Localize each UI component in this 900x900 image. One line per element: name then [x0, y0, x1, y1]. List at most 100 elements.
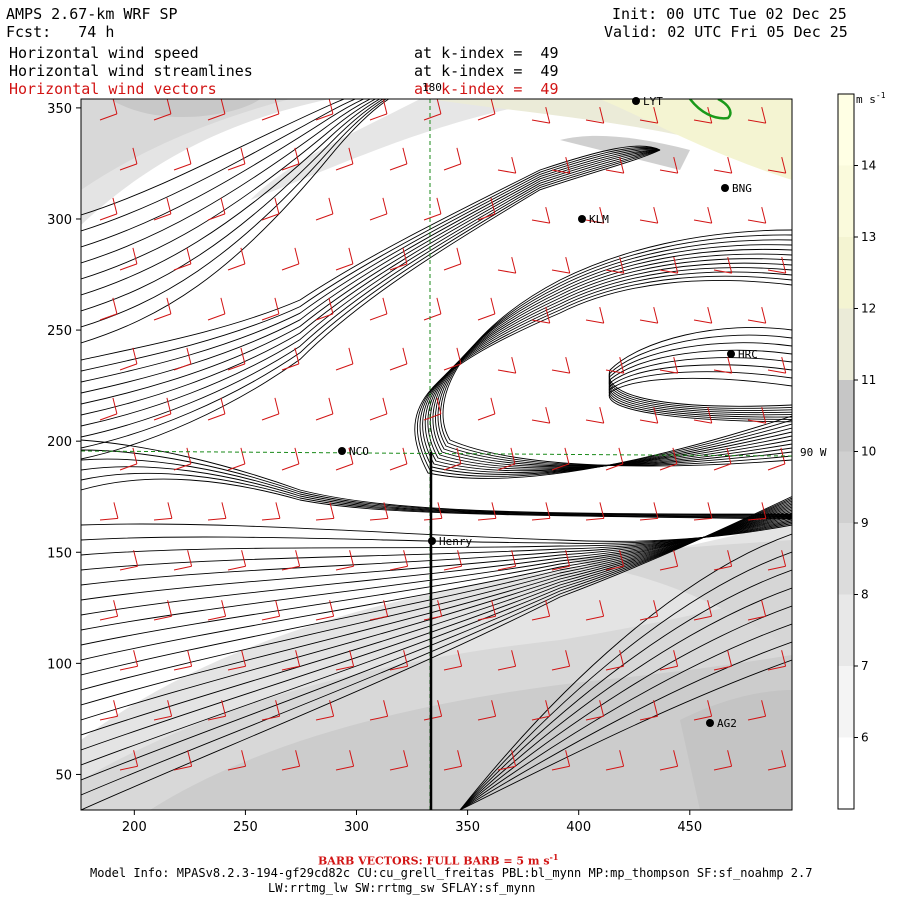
wind-barb-flag — [328, 197, 334, 214]
wind-barb-flag — [241, 550, 247, 567]
wind-barb-shaft — [335, 363, 354, 371]
y-tick-label: 150 — [47, 546, 72, 561]
wind-barb-flag — [274, 99, 280, 114]
wind-barb-flag — [673, 750, 679, 767]
wind-barb-shaft — [477, 517, 496, 521]
colorbar-tick-label: 7 — [861, 659, 869, 673]
streamline — [608, 364, 792, 418]
wind-barb-flag — [295, 750, 301, 767]
wind-barb-flag — [133, 750, 139, 767]
streamline — [81, 472, 792, 519]
wind-barb-flag — [456, 447, 462, 464]
wind-barb-flag — [328, 397, 334, 414]
wind-barb-shaft — [713, 463, 732, 471]
streamline — [414, 280, 792, 479]
wind-barb-shaft — [335, 163, 354, 171]
station-label: LYT — [643, 95, 663, 108]
y-axis: 50 100 150 200 250 300 350 — [47, 102, 81, 783]
streamline — [81, 145, 661, 361]
colorbar-swatch — [838, 594, 854, 666]
wind-barb-flag — [402, 447, 408, 464]
wind-barb-flag — [328, 297, 334, 314]
wind-barb-flag — [672, 447, 678, 464]
wind-barb-flag — [511, 357, 517, 374]
wind-barb-shaft — [693, 615, 712, 621]
wind-barb-flag — [329, 700, 335, 717]
field-level-wind-speed: at k-index = 49 — [414, 44, 559, 62]
streamline — [608, 326, 792, 407]
wind-barb-shaft — [605, 765, 624, 771]
streamline — [81, 146, 661, 372]
streamline — [608, 377, 792, 423]
streamlines-layer — [81, 99, 792, 810]
x-tick-label: 200 — [122, 820, 147, 835]
wind-barb-flag — [599, 107, 605, 124]
colorbar: 6 7 8 9 10 11 12 13 14 — [837, 93, 876, 810]
streamline — [459, 623, 792, 810]
wind-barb-flag — [294, 147, 300, 164]
wind-barb-flag — [294, 347, 300, 364]
wind-barb-shaft — [99, 517, 118, 521]
wind-barb-shaft — [443, 163, 462, 171]
wind-barb-flag — [511, 157, 517, 174]
wind-barb-shaft — [477, 313, 496, 321]
wind-barb-flag — [565, 357, 571, 374]
wind-barb-shaft — [531, 715, 550, 721]
streamline — [608, 334, 792, 409]
x-tick-label: 450 — [677, 820, 702, 835]
wind-barb-shaft — [551, 565, 570, 571]
field-label-wind-speed: Horizontal wind speed — [9, 44, 199, 62]
wind-barb-flag — [437, 700, 443, 717]
wind-barb-flag — [707, 407, 713, 424]
wind-barb-flag — [167, 600, 173, 617]
wind-barb-shaft — [207, 517, 226, 521]
streamline — [81, 496, 792, 810]
wind-barb-shaft — [99, 313, 118, 321]
wind-barb-shaft — [173, 363, 192, 371]
wind-barb-flag — [383, 700, 389, 717]
colorbar-swatch — [838, 94, 854, 166]
wind-barb-flag — [511, 550, 517, 567]
wind-barb-shaft — [227, 765, 246, 771]
wind-barb-flag — [220, 297, 226, 314]
wind-barb-flag — [382, 99, 388, 114]
wind-barb-flag — [491, 700, 497, 717]
streamline — [459, 605, 792, 810]
wind-barb-flag — [274, 397, 280, 414]
wind-barb-shaft — [369, 715, 388, 721]
wind-barb-flag — [673, 257, 679, 274]
wind-barb-flag — [565, 650, 571, 667]
wind-barb-flag — [274, 197, 280, 214]
wind-barb-flag — [599, 600, 605, 617]
wind-barb-shaft — [281, 765, 300, 771]
wind-barb-shaft — [315, 313, 334, 321]
wind-barb-shaft — [497, 269, 516, 274]
wind-barb-flag — [511, 650, 517, 667]
wind-barb-shaft — [551, 269, 570, 274]
wind-barb-shaft — [531, 517, 550, 521]
wind-barb-flag — [329, 600, 335, 617]
wind-barb-flag — [403, 650, 409, 667]
wind-barb-flag — [545, 502, 551, 519]
wind-barb-shaft — [227, 363, 246, 371]
colorbar-tick-label: 6 — [861, 731, 869, 745]
wind-barb-shaft — [173, 163, 192, 171]
wind-barb-flag — [761, 307, 767, 324]
wind-barb-shaft — [423, 413, 442, 421]
wind-barb-shaft — [227, 263, 246, 271]
wind-barb-shaft — [443, 263, 462, 271]
wind-barb-flag — [618, 447, 624, 464]
colorbar-swatch — [838, 165, 854, 237]
wind-barb-shaft — [477, 715, 496, 721]
wind-barb-flag — [436, 99, 442, 114]
wind-barb-flag — [112, 297, 118, 314]
wind-barb-shaft — [693, 119, 712, 124]
wind-barb-shaft — [551, 169, 570, 174]
colorbar-tick-label: 14 — [861, 159, 876, 173]
y-tick-label: 100 — [47, 657, 72, 672]
wind-barb-shaft — [747, 119, 766, 124]
x-tick-label: 400 — [566, 820, 591, 835]
wind-barb-flag — [619, 357, 625, 374]
wind-barb-shaft — [639, 219, 658, 224]
wind-barb-flag — [132, 247, 138, 264]
